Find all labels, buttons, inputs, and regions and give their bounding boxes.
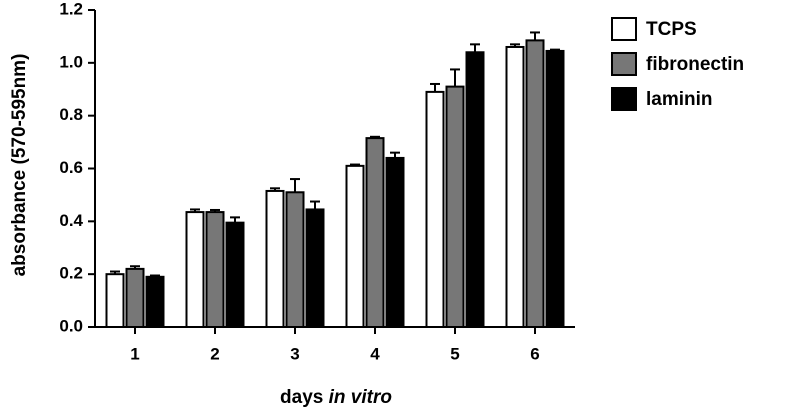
- bar: [365, 137, 385, 328]
- x-tick-label: 1: [130, 344, 139, 363]
- legend-label: TCPS: [646, 19, 697, 40]
- bar: [145, 275, 165, 328]
- bar: [185, 211, 205, 328]
- bar: [525, 39, 545, 328]
- x-tick-label: 3: [290, 344, 299, 363]
- x-tick-label: 4: [370, 344, 380, 363]
- y-tick-label: 0.0: [59, 316, 83, 335]
- bar: [545, 49, 565, 329]
- y-tick-label: 0.6: [59, 158, 83, 177]
- y-axis-title: absorbance (570-595nm): [9, 54, 30, 277]
- bar: [385, 156, 405, 328]
- bar: [345, 164, 365, 328]
- bar: [105, 273, 125, 328]
- bar: [505, 45, 525, 328]
- bar: [225, 221, 245, 328]
- x-tick-label: 5: [450, 344, 459, 363]
- bar: [305, 208, 325, 328]
- legend-label: laminin: [646, 89, 713, 110]
- bar: [205, 211, 225, 328]
- bar: [425, 90, 445, 329]
- y-tick-label: 0.2: [59, 264, 83, 283]
- bar: [125, 267, 145, 328]
- legend-label: fibronectin: [646, 54, 744, 75]
- y-tick-label: 0.4: [59, 211, 83, 230]
- y-tick-label: 1.2: [59, 0, 83, 18]
- y-tick-label: 1.0: [59, 52, 83, 71]
- legend-swatch: [611, 52, 637, 76]
- bar: [265, 189, 285, 328]
- bar: [445, 85, 465, 328]
- x-axis-title-part: days: [280, 387, 323, 408]
- legend-swatch: [611, 17, 637, 41]
- bar: [465, 51, 485, 329]
- legend-swatch: [611, 87, 637, 111]
- x-tick-label: 6: [530, 344, 539, 363]
- x-tick-label: 2: [210, 344, 219, 363]
- x-axis-title-part: in vitro: [329, 387, 392, 408]
- y-tick-label: 0.8: [59, 105, 83, 124]
- x-axis-title: days in vitro: [280, 387, 392, 408]
- bar: [285, 191, 305, 328]
